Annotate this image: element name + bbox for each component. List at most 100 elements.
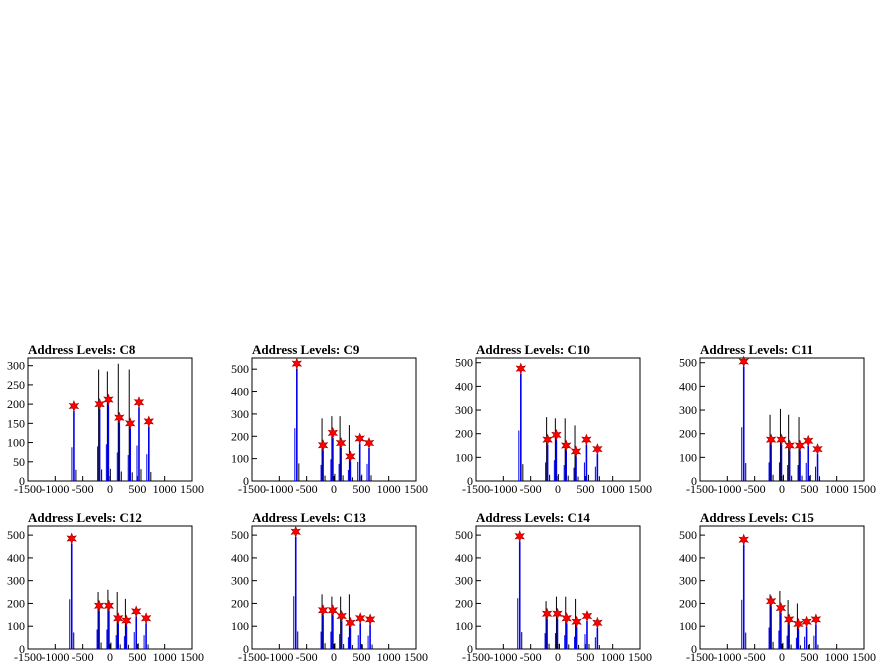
chart-panel: Address Levels: C8 0 50 100 150 200 250 300 -150… [7, 342, 204, 496]
y-tick-label: 0 [19, 642, 25, 656]
x-tick-label: 500 [352, 482, 370, 496]
peak-marker [515, 362, 527, 375]
x-tick-label: -1000 [713, 650, 741, 664]
y-tick-label: 0 [691, 642, 697, 656]
y-tick-label: 500 [231, 362, 249, 376]
y-tick-label: 400 [7, 551, 25, 565]
chart-title: Address Levels: C11 [700, 342, 813, 357]
x-tick-label: 1500 [404, 482, 428, 496]
y-tick-label: 300 [231, 574, 249, 588]
peak-marker [793, 617, 804, 630]
peak-marker [66, 532, 77, 545]
y-tick-label: 0 [19, 474, 25, 488]
y-tick-label: 200 [455, 427, 473, 441]
peak-marker [124, 417, 136, 430]
peak-marker [784, 439, 795, 452]
y-tick-label: 500 [679, 356, 697, 370]
x-tick-label: 1000 [601, 650, 625, 664]
peak-marker [738, 533, 749, 546]
x-tick-label: 0 [555, 650, 561, 664]
x-tick-label: 500 [800, 650, 818, 664]
y-tick-label: 400 [231, 551, 249, 565]
peak-marker [364, 613, 376, 626]
peak-marker [541, 607, 553, 620]
y-tick-label: 400 [455, 379, 473, 393]
x-tick-label: 1000 [825, 650, 849, 664]
peak-marker [345, 450, 356, 463]
peak-marker [592, 616, 603, 629]
peak-marker [794, 439, 806, 452]
y-tick-label: 400 [455, 551, 473, 565]
y-tick-label: 300 [455, 574, 473, 588]
x-tick-label: 0 [107, 650, 113, 664]
peak-marker [514, 530, 525, 543]
x-tick-label: 1500 [180, 482, 204, 496]
y-tick-label: 300 [231, 407, 249, 421]
peak-marker [143, 415, 155, 428]
plot-frame [251, 357, 417, 482]
peak-marker [354, 612, 366, 625]
peak-marker [291, 357, 303, 370]
x-tick-label: 0 [331, 650, 337, 664]
y-tick-label: 150 [7, 416, 25, 430]
peak-marker [103, 393, 114, 406]
x-tick-label: -1500 [462, 482, 490, 496]
x-tick-label: -500 [72, 482, 94, 496]
peak-marker [581, 433, 592, 446]
x-tick-label: -1000 [265, 482, 293, 496]
x-tick-label: -1500 [14, 482, 42, 496]
peak-marker [335, 436, 347, 450]
peak-marker [290, 525, 301, 538]
x-tick-label: -1000 [489, 650, 517, 664]
peak-marker [327, 426, 339, 439]
peak-marker [542, 433, 553, 446]
x-tick-label: -500 [744, 482, 766, 496]
x-tick-label: -1000 [41, 650, 69, 664]
peak-marker [112, 612, 124, 625]
peak-marker [561, 612, 572, 625]
x-tick-label: 1500 [404, 650, 428, 664]
x-tick-label: -1500 [238, 482, 266, 496]
peak-marker [765, 433, 777, 446]
x-tick-label: 1000 [377, 482, 401, 496]
chart-panel: Address Levels: C15 0 100 200 300 400 500 -1500… [679, 510, 876, 664]
peak-marker [581, 609, 593, 623]
x-tick-label: 0 [555, 482, 561, 496]
y-tick-label: 400 [679, 551, 697, 565]
y-tick-label: 400 [231, 385, 249, 399]
peak-marker [140, 612, 152, 625]
x-tick-label: 1500 [852, 650, 876, 664]
chart-panel: Address Levels: C13 0 100 200 300 400 500 -1500… [231, 510, 428, 664]
x-tick-label: 1500 [852, 482, 876, 496]
y-tick-label: 200 [231, 596, 249, 610]
x-tick-label: -1000 [489, 482, 517, 496]
y-tick-label: 100 [455, 619, 473, 633]
x-tick-label: -1000 [41, 482, 69, 496]
x-tick-label: 1500 [628, 482, 652, 496]
x-tick-label: -500 [520, 482, 542, 496]
x-tick-label: -500 [296, 650, 318, 664]
peak-marker [354, 432, 365, 445]
y-tick-label: 500 [455, 528, 473, 542]
x-tick-label: -1500 [686, 650, 714, 664]
chart-title: Address Levels: C10 [476, 342, 590, 357]
x-tick-label: 0 [107, 482, 113, 496]
y-tick-label: 250 [7, 378, 25, 392]
peak-marker [802, 434, 814, 447]
y-tick-label: 100 [455, 450, 473, 464]
y-tick-label: 0 [243, 474, 249, 488]
x-tick-label: -1500 [14, 650, 42, 664]
x-tick-label: 1500 [180, 650, 204, 664]
x-tick-label: 500 [800, 482, 818, 496]
y-tick-label: 500 [679, 528, 697, 542]
peak-marker [103, 599, 115, 612]
peak-marker [327, 604, 339, 617]
x-tick-label: -500 [520, 650, 542, 664]
peak-marker [363, 436, 375, 450]
x-tick-label: -500 [296, 482, 318, 496]
chart-panel: Address Levels: C11 0 100 200 300 400 500 -1500… [679, 342, 876, 496]
x-tick-label: -1000 [265, 650, 293, 664]
x-tick-label: 0 [331, 482, 337, 496]
y-tick-label: 200 [679, 427, 697, 441]
plot-frame [27, 525, 193, 650]
